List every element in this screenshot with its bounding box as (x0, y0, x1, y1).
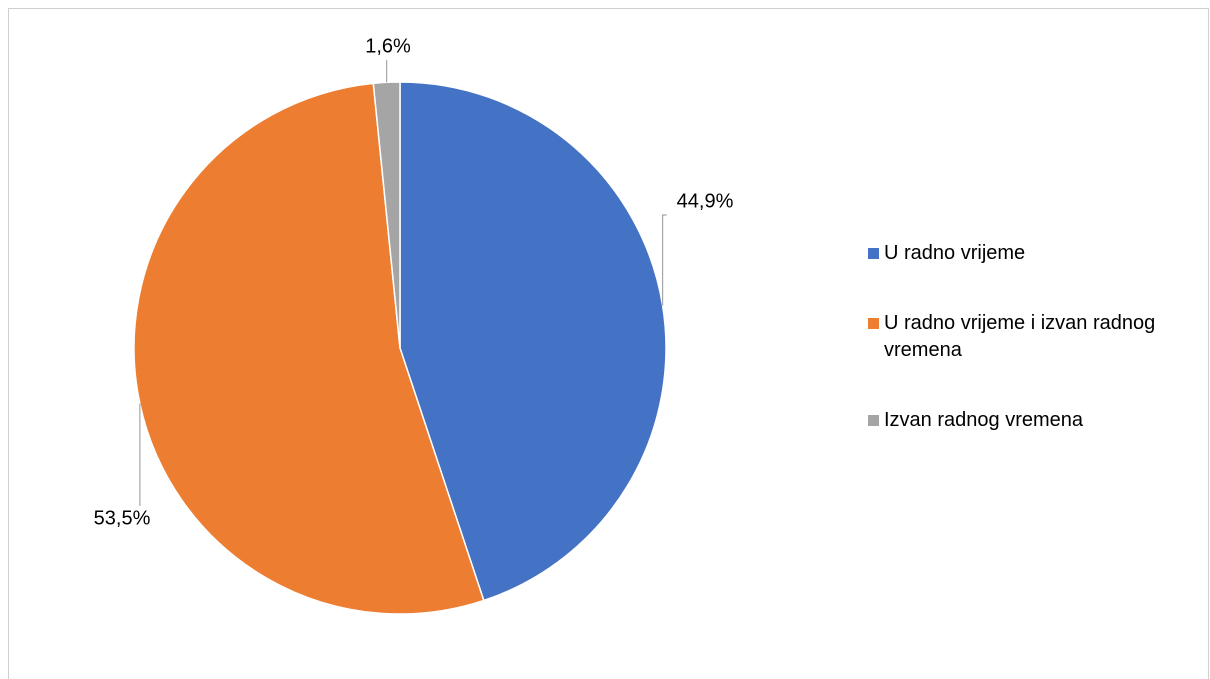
legend-swatch (868, 248, 879, 259)
legend-swatch (868, 415, 879, 426)
legend-label: U radno vrijeme i izvan radnog vremena (884, 312, 1156, 361)
legend-item: Izvan radnog vremena (868, 407, 1168, 434)
pie-slice (399, 81, 667, 602)
leader-line (661, 214, 667, 306)
chart-frame (8, 8, 1209, 679)
legend-label: U radno vrijeme (884, 242, 1026, 264)
data-label: 1,6% (365, 35, 411, 57)
legend-item: U radno vrijeme (868, 240, 1168, 267)
data-label: 44,9% (677, 190, 734, 212)
legend: U radno vrijeme U radno vrijeme i izvan r… (868, 240, 1168, 477)
data-label: 53,5% (94, 507, 151, 529)
pie-slice (133, 82, 485, 615)
legend-item: U radno vrijeme i izvan radnog vremena (868, 310, 1168, 364)
legend-swatch (868, 318, 879, 329)
legend-label: Izvan radnog vremena (884, 409, 1084, 431)
